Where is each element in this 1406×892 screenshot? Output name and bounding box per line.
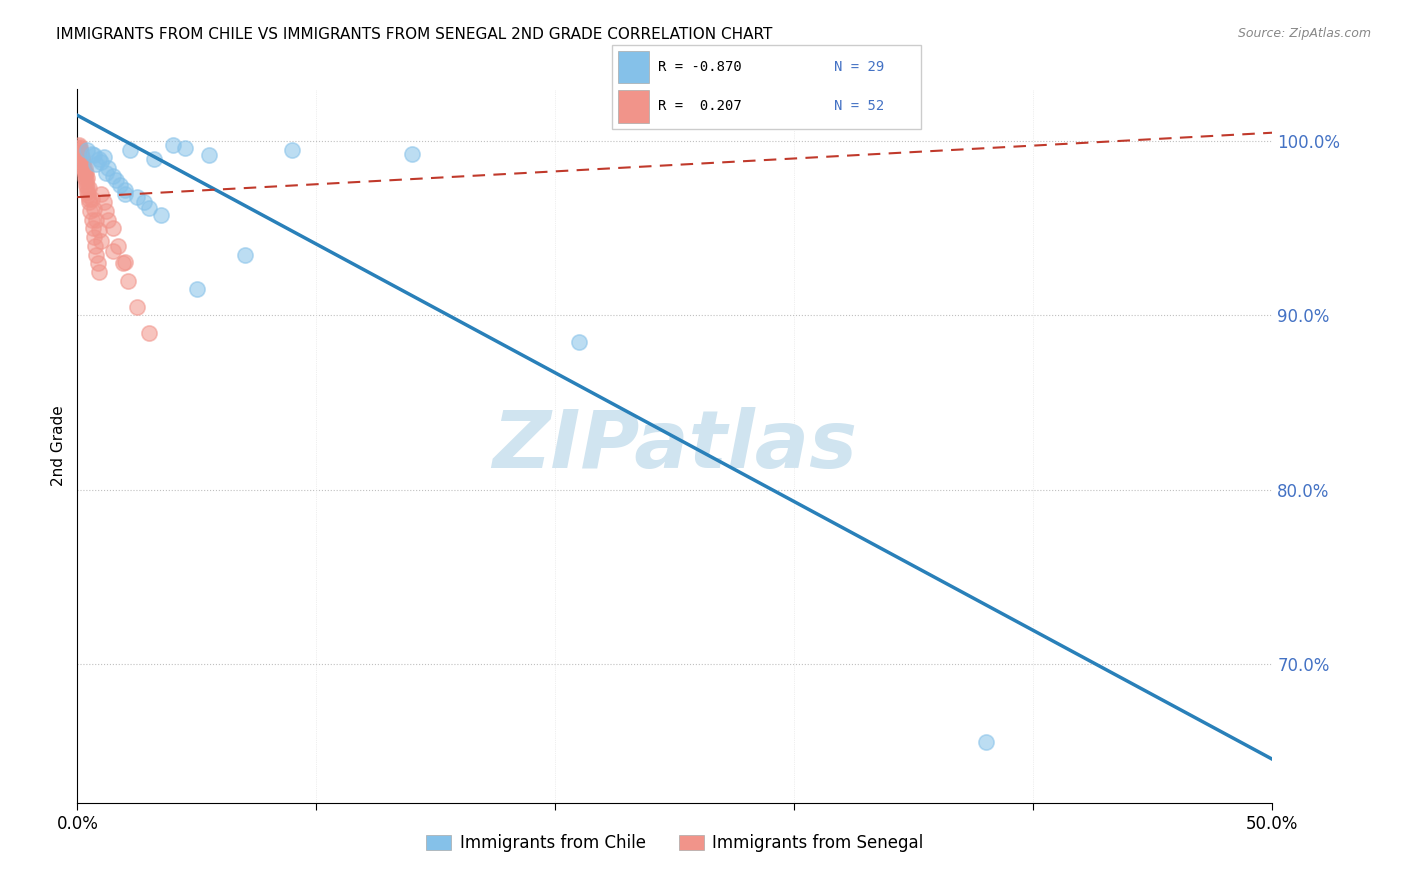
Point xyxy=(114,254,136,268)
Point xyxy=(77,192,100,206)
Point xyxy=(80,146,103,161)
Point xyxy=(138,201,160,215)
Point xyxy=(103,169,124,184)
Point xyxy=(150,207,173,221)
FancyBboxPatch shape xyxy=(617,51,648,83)
Point xyxy=(118,143,141,157)
Point xyxy=(107,239,129,253)
Point xyxy=(197,148,219,162)
Point xyxy=(76,143,98,157)
Point xyxy=(79,195,101,210)
Point xyxy=(114,183,136,197)
Text: N = 29: N = 29 xyxy=(834,60,884,74)
Point xyxy=(104,172,127,186)
Point xyxy=(97,161,120,175)
Point xyxy=(401,146,423,161)
Point xyxy=(134,195,156,210)
Point xyxy=(80,212,103,227)
Point xyxy=(86,247,108,261)
Point xyxy=(90,155,112,169)
Point xyxy=(84,239,107,253)
Point xyxy=(72,161,94,175)
Point xyxy=(90,186,112,201)
Point xyxy=(127,300,149,314)
Point xyxy=(72,159,94,173)
Point xyxy=(974,735,997,749)
Point xyxy=(70,145,93,159)
Point xyxy=(103,221,124,235)
Point xyxy=(73,161,96,175)
Point xyxy=(72,155,94,169)
Point xyxy=(281,143,304,157)
FancyBboxPatch shape xyxy=(617,90,648,122)
Point xyxy=(86,212,108,227)
Point xyxy=(73,171,96,186)
Point xyxy=(67,141,90,155)
Point xyxy=(94,204,117,219)
Point xyxy=(83,202,105,217)
Point xyxy=(233,247,256,261)
Point xyxy=(73,168,96,182)
Point xyxy=(69,146,91,161)
Point xyxy=(87,223,110,237)
Text: R =  0.207: R = 0.207 xyxy=(658,100,742,113)
Point xyxy=(117,274,139,288)
Point xyxy=(103,244,124,258)
Point xyxy=(94,166,117,180)
Point xyxy=(110,178,132,192)
Point xyxy=(83,230,105,244)
Point xyxy=(69,139,91,153)
Text: R = -0.870: R = -0.870 xyxy=(658,60,742,74)
Point xyxy=(127,190,149,204)
Point xyxy=(76,181,98,195)
Point xyxy=(70,152,93,166)
Point xyxy=(76,171,98,186)
Point xyxy=(114,186,136,201)
Point xyxy=(80,192,103,206)
Point xyxy=(87,152,110,166)
Legend: Immigrants from Chile, Immigrants from Senegal: Immigrants from Chile, Immigrants from S… xyxy=(419,828,931,859)
Point xyxy=(93,150,115,164)
Point xyxy=(162,137,184,152)
Point xyxy=(142,152,165,166)
Y-axis label: 2nd Grade: 2nd Grade xyxy=(51,406,66,486)
Point xyxy=(82,221,104,235)
Point xyxy=(75,174,97,188)
Point xyxy=(67,137,90,152)
Point xyxy=(70,148,93,162)
Text: IMMIGRANTS FROM CHILE VS IMMIGRANTS FROM SENEGAL 2ND GRADE CORRELATION CHART: IMMIGRANTS FROM CHILE VS IMMIGRANTS FROM… xyxy=(56,27,773,42)
Point xyxy=(86,256,108,270)
Point xyxy=(75,178,97,192)
Point xyxy=(93,195,115,210)
Point xyxy=(87,265,110,279)
Point xyxy=(77,188,100,202)
Point xyxy=(86,157,108,171)
Text: N = 52: N = 52 xyxy=(834,100,884,113)
Point xyxy=(70,150,93,164)
Text: Source: ZipAtlas.com: Source: ZipAtlas.com xyxy=(1237,27,1371,40)
Point xyxy=(76,185,98,199)
Point xyxy=(111,256,134,270)
Point xyxy=(83,148,105,162)
Point xyxy=(69,143,91,157)
Point xyxy=(568,334,591,349)
Text: ZIPatlas: ZIPatlas xyxy=(492,407,858,485)
Point xyxy=(138,326,160,340)
Point xyxy=(79,181,101,195)
Point xyxy=(97,212,120,227)
Point xyxy=(174,141,197,155)
Point xyxy=(90,234,112,248)
FancyBboxPatch shape xyxy=(612,45,921,129)
Point xyxy=(70,155,93,169)
Point xyxy=(73,164,96,178)
Point xyxy=(75,166,97,180)
Point xyxy=(186,282,208,296)
Point xyxy=(79,204,101,219)
